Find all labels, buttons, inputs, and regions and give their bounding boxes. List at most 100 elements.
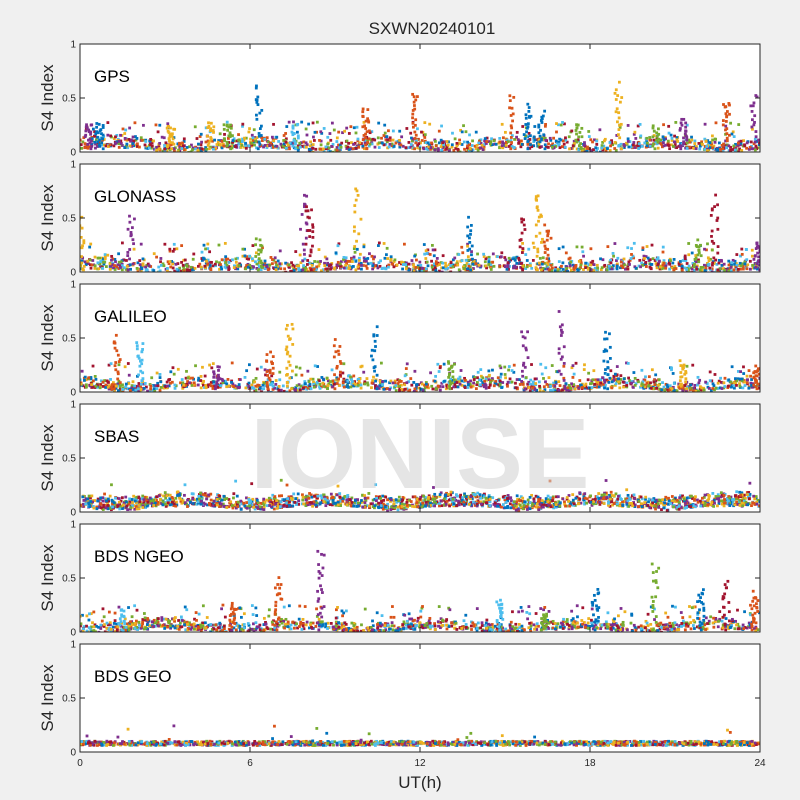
data-point (286, 143, 290, 147)
spike-point (654, 138, 658, 142)
data-point (714, 386, 718, 390)
data-point (568, 264, 572, 268)
data-point (330, 503, 334, 507)
data-point (218, 385, 222, 389)
data-point (288, 147, 291, 151)
data-point (440, 148, 444, 152)
data-point (628, 258, 632, 262)
data-point (610, 386, 614, 390)
spike-point (575, 123, 578, 127)
data-point (571, 364, 575, 368)
data-point (697, 389, 700, 392)
data-point (284, 146, 288, 150)
data-point (733, 386, 736, 390)
data-point (396, 382, 400, 385)
spike-point (617, 133, 620, 137)
data-point (430, 265, 434, 269)
data-point (730, 382, 734, 386)
data-point (147, 146, 151, 150)
data-point (346, 145, 350, 149)
spike-point (86, 142, 90, 146)
spike-point (542, 240, 546, 244)
data-point (350, 257, 354, 261)
data-point (124, 382, 128, 386)
data-point (551, 142, 555, 146)
data-point (225, 266, 228, 270)
spike-point (84, 133, 88, 137)
data-point (306, 384, 310, 388)
data-point (141, 257, 145, 261)
data-point (217, 243, 221, 247)
data-point (570, 129, 574, 133)
data-point (334, 251, 338, 255)
data-point (561, 268, 565, 271)
data-point (371, 267, 375, 271)
data-point (655, 136, 659, 140)
data-point (241, 122, 245, 126)
data-point (500, 144, 504, 148)
data-point (278, 262, 282, 266)
data-point (254, 384, 258, 388)
data-point (183, 493, 186, 497)
data-point (344, 263, 348, 267)
data-point (454, 147, 458, 150)
spike-point (260, 261, 263, 265)
data-point (350, 147, 354, 151)
data-point (205, 147, 209, 151)
data-point (265, 504, 269, 508)
data-point (117, 382, 121, 386)
data-point (321, 268, 325, 272)
data-point (530, 388, 534, 392)
data-point (337, 242, 341, 246)
data-point (376, 385, 379, 389)
spike-point (133, 217, 136, 221)
data-point (641, 380, 645, 384)
data-point (558, 384, 562, 387)
data-point (217, 143, 221, 147)
data-point (203, 264, 207, 268)
data-point (313, 260, 317, 263)
spike-point (754, 385, 758, 389)
spike-point (678, 127, 682, 130)
data-point (471, 148, 475, 152)
data-point (249, 137, 253, 141)
data-point (197, 142, 200, 146)
data-point (121, 386, 125, 390)
data-point (279, 388, 283, 392)
data-point (83, 146, 87, 150)
data-point (626, 267, 630, 271)
data-point (556, 370, 560, 374)
spike-point (126, 227, 130, 231)
data-point (613, 147, 617, 150)
data-point (262, 145, 265, 149)
spike-point (101, 147, 105, 151)
data-point (456, 147, 460, 151)
data-point (629, 257, 633, 260)
data-point (190, 384, 194, 387)
data-point (186, 376, 190, 380)
spike-point (655, 131, 659, 135)
spike-point (696, 253, 700, 257)
data-point (145, 145, 149, 149)
series-points (80, 310, 760, 392)
data-point (640, 261, 644, 265)
data-point (457, 380, 461, 384)
data-point (198, 135, 202, 138)
spike-point (413, 104, 416, 107)
spike-point (557, 310, 561, 313)
data-point (441, 141, 445, 145)
data-point (377, 146, 381, 149)
spike-point (98, 144, 102, 148)
spike-point (89, 132, 92, 136)
data-point (344, 256, 348, 260)
data-point (646, 141, 649, 145)
data-point (589, 268, 593, 272)
data-point (451, 500, 454, 504)
data-point (414, 139, 418, 143)
spike-point (526, 139, 530, 143)
data-point (468, 147, 472, 150)
spike-point (616, 94, 620, 97)
data-point (163, 144, 166, 147)
data-point (360, 267, 363, 271)
